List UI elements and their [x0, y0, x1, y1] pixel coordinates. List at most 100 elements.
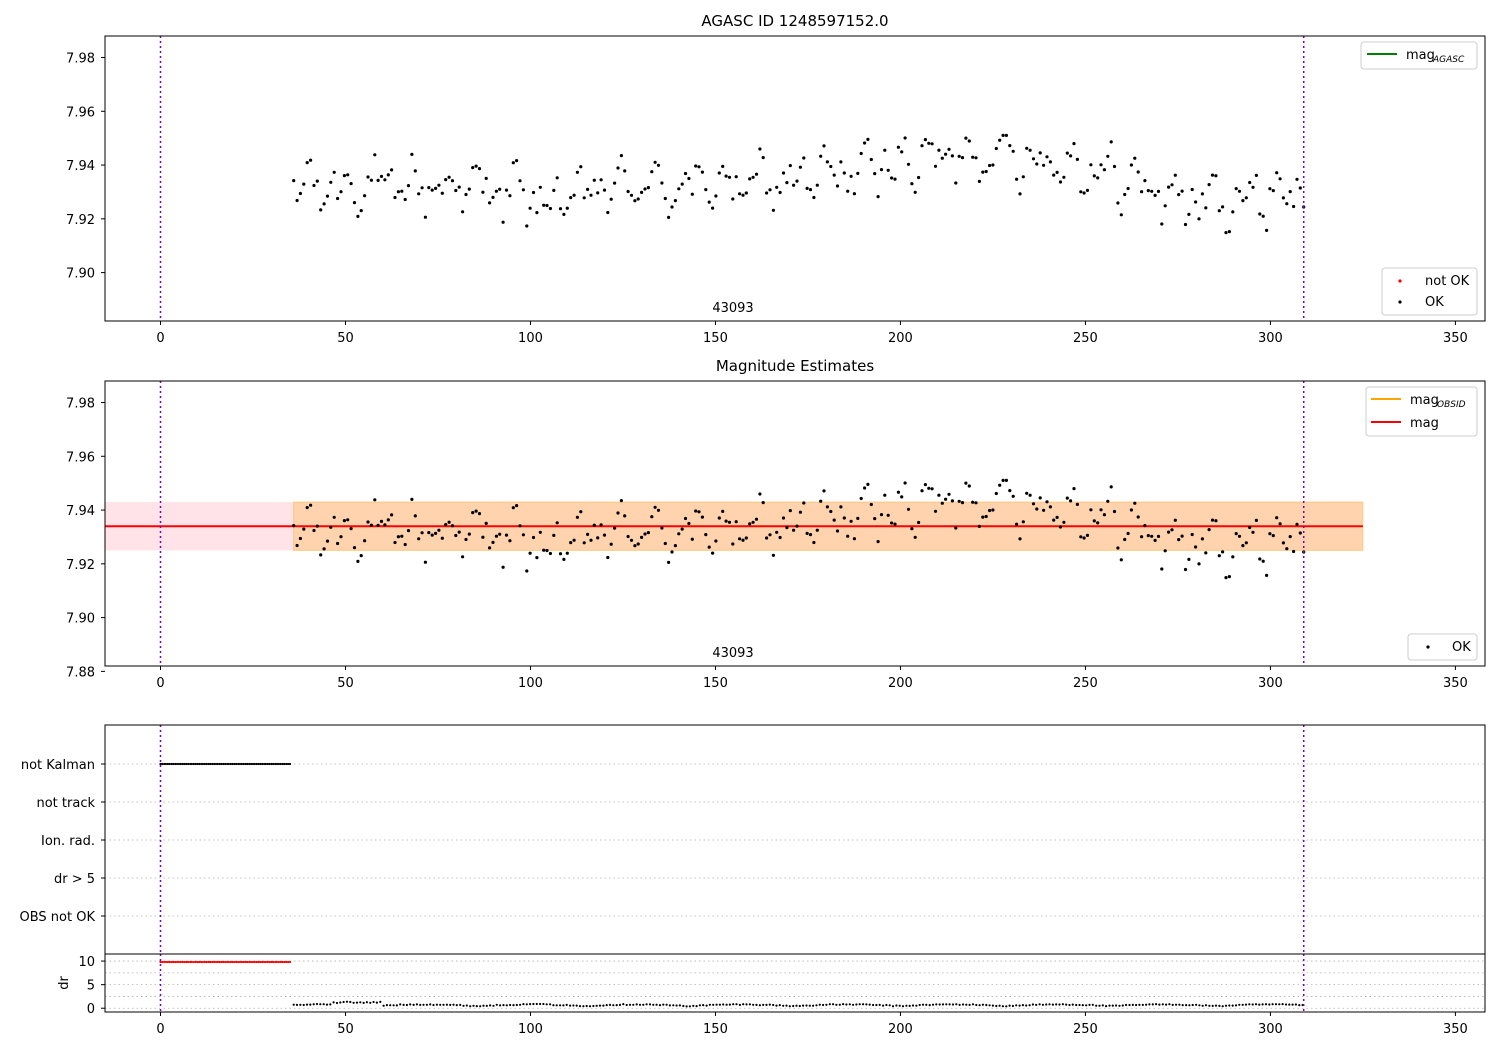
data-point [1167, 530, 1171, 534]
dr-point [715, 1003, 718, 1006]
data-point [531, 535, 536, 540]
x-tick-label: 250 [1073, 676, 1098, 691]
data-point [846, 534, 850, 538]
flag-point [235, 762, 238, 766]
x-tick-label: 50 [337, 331, 354, 346]
data-point [322, 547, 326, 551]
dr-point [888, 1004, 891, 1007]
data-point [1045, 500, 1049, 504]
flag-point [237, 762, 240, 766]
flag-point [207, 762, 210, 766]
dr-point [559, 1004, 562, 1007]
dr-point [592, 1004, 595, 1008]
flag-point [248, 762, 251, 766]
flag-point [274, 762, 277, 766]
data-point [1197, 562, 1201, 566]
data-point [910, 182, 914, 186]
data-point [1285, 202, 1289, 206]
data-point [812, 195, 816, 200]
dr-point [652, 1003, 655, 1006]
data-point [464, 192, 468, 197]
dr-point [525, 1003, 528, 1006]
data-point [396, 190, 400, 194]
data-point [1292, 549, 1296, 554]
data-point [1018, 537, 1022, 541]
data-point [602, 533, 607, 537]
data-point [629, 538, 634, 542]
dr-point [472, 1004, 475, 1007]
dr-point [838, 1003, 841, 1006]
data-point [457, 185, 461, 189]
dr-point [1085, 1004, 1088, 1007]
data-point [346, 518, 350, 522]
dr-point [305, 1003, 309, 1006]
data-point [1129, 508, 1133, 512]
data-point [781, 171, 786, 175]
data-point [379, 519, 384, 524]
data-point [491, 195, 495, 199]
dr-point [752, 1003, 755, 1006]
data-point [883, 148, 887, 152]
data-point [694, 509, 698, 513]
data-point [413, 514, 417, 518]
data-point [1288, 190, 1292, 194]
dr-point [1008, 1004, 1011, 1007]
data-point [829, 164, 833, 169]
data-point [711, 551, 715, 555]
data-point [1035, 162, 1039, 166]
x-tick-label: 300 [1258, 331, 1283, 346]
data-point [1045, 155, 1049, 159]
dr-point [502, 1004, 505, 1007]
dr-point [682, 1004, 685, 1008]
dr-point [825, 1003, 828, 1006]
dr-clipped-point [189, 960, 192, 964]
dr-point [885, 1003, 888, 1007]
data-point [1146, 534, 1150, 538]
data-point [1292, 204, 1296, 209]
data-point [531, 190, 536, 195]
category-label: OBS not OK [20, 910, 96, 925]
dr-point [435, 1003, 438, 1006]
data-point [298, 536, 302, 541]
data-point [406, 184, 411, 188]
dr-point [1221, 1005, 1224, 1008]
dr-point [655, 1003, 658, 1006]
data-point [859, 151, 863, 156]
data-point [589, 193, 593, 197]
dr-point [758, 1004, 762, 1007]
data-point [937, 493, 941, 497]
data-point [933, 509, 938, 513]
data-point [477, 167, 482, 171]
dr-point [945, 1003, 948, 1006]
dr-clipped-point [192, 960, 195, 964]
data-point [1126, 531, 1130, 536]
data-point [640, 190, 644, 194]
data-point [508, 539, 512, 543]
data-point [379, 174, 384, 178]
data-point [1183, 222, 1188, 227]
dr-point [795, 1004, 798, 1007]
data-point [917, 175, 921, 180]
data-point [1102, 513, 1106, 517]
dr-point [921, 1003, 925, 1006]
data-point [444, 523, 448, 527]
dr-clipped-point [166, 960, 169, 964]
dr-point [469, 1005, 472, 1008]
dr-point [512, 1004, 515, 1007]
data-point [748, 177, 752, 181]
data-point [366, 520, 370, 524]
data-point [690, 537, 694, 541]
flag-point [259, 762, 262, 766]
dr-point [931, 1003, 935, 1006]
dr-point [575, 1004, 578, 1007]
data-point [981, 515, 985, 519]
data-point [1180, 534, 1184, 538]
data-point [349, 527, 353, 531]
dr-clipped-point [161, 960, 164, 964]
dr-point [569, 1004, 572, 1007]
data-point [873, 172, 877, 176]
dr-clipped-point [168, 960, 171, 964]
dr-point [865, 1003, 868, 1006]
data-point [484, 521, 488, 526]
data-point [991, 508, 995, 512]
